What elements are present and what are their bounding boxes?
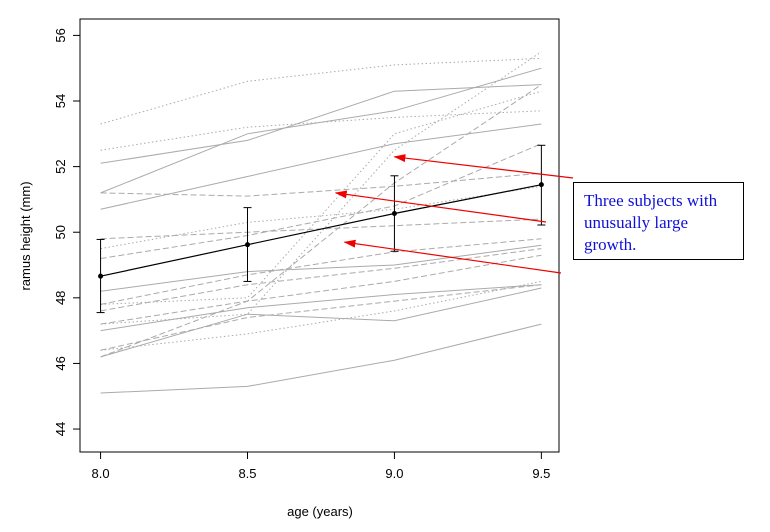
subject-line-12 (100, 51, 542, 325)
x-tick-label-1: 8.0 (92, 466, 110, 481)
y-axis: 44 46 48 50 52 54 56 (53, 28, 80, 436)
y-axis-title: ramus height (mm) (18, 181, 33, 290)
annotation-line-3: growth. (584, 235, 637, 254)
mean-line (100, 184, 542, 277)
mean-point-3 (391, 211, 397, 217)
subject-line-2 (100, 110, 542, 151)
y-tick-label-4: 50 (53, 225, 68, 239)
x-axis: 8.0 8.5 9.0 9.5 (92, 452, 550, 481)
subject-line-15 (100, 248, 542, 312)
subject-line-18 (100, 287, 542, 358)
subject-line-17 (100, 284, 542, 332)
subject-line-1 (100, 57, 542, 125)
mean-point-4 (538, 182, 544, 188)
subject-line-9 (100, 185, 542, 250)
plot-frame (79, 18, 560, 453)
subject-line-19 (100, 284, 542, 351)
x-axis-title: age (years) (287, 504, 353, 519)
y-tick-label-5: 52 (53, 159, 68, 173)
x-tick-label-2: 8.5 (238, 466, 256, 481)
annotation-line-2: unusually large (584, 213, 689, 232)
y-tick-label-1: 44 (53, 422, 68, 436)
annotation-arrow-2 (334, 190, 547, 223)
y-tick-label-7: 56 (53, 28, 68, 42)
annotation-line-1: Three subjects with (584, 191, 718, 210)
subject-line-3 (100, 84, 542, 164)
annotation-arrow-3 (343, 239, 562, 274)
y-tick-label-6: 54 (53, 94, 68, 108)
y-tick-label-3: 48 (53, 291, 68, 305)
subject-line-13 (100, 244, 542, 292)
x-tick-label-3: 9.0 (385, 466, 403, 481)
subject-lines (100, 51, 542, 394)
subject-line-21 (100, 323, 542, 394)
mean-point-1 (98, 273, 104, 279)
subject-line-8 (100, 143, 542, 259)
subject-line-6 (100, 172, 542, 197)
mean-point-2 (245, 242, 251, 248)
annotation-box: Three subjects with unusually large grow… (573, 182, 744, 260)
subject-line-11 (100, 84, 542, 358)
x-tick-label-4: 9.5 (532, 466, 550, 481)
mean-series (96, 144, 546, 314)
subject-line-16 (100, 254, 542, 325)
subject-line-4 (100, 67, 542, 194)
subject-line-14 (100, 238, 542, 305)
annotation-arrow-1 (393, 154, 574, 179)
annotation-arrows (334, 154, 574, 274)
subject-line-10 (100, 90, 542, 305)
y-tick-label-2: 46 (53, 356, 68, 370)
